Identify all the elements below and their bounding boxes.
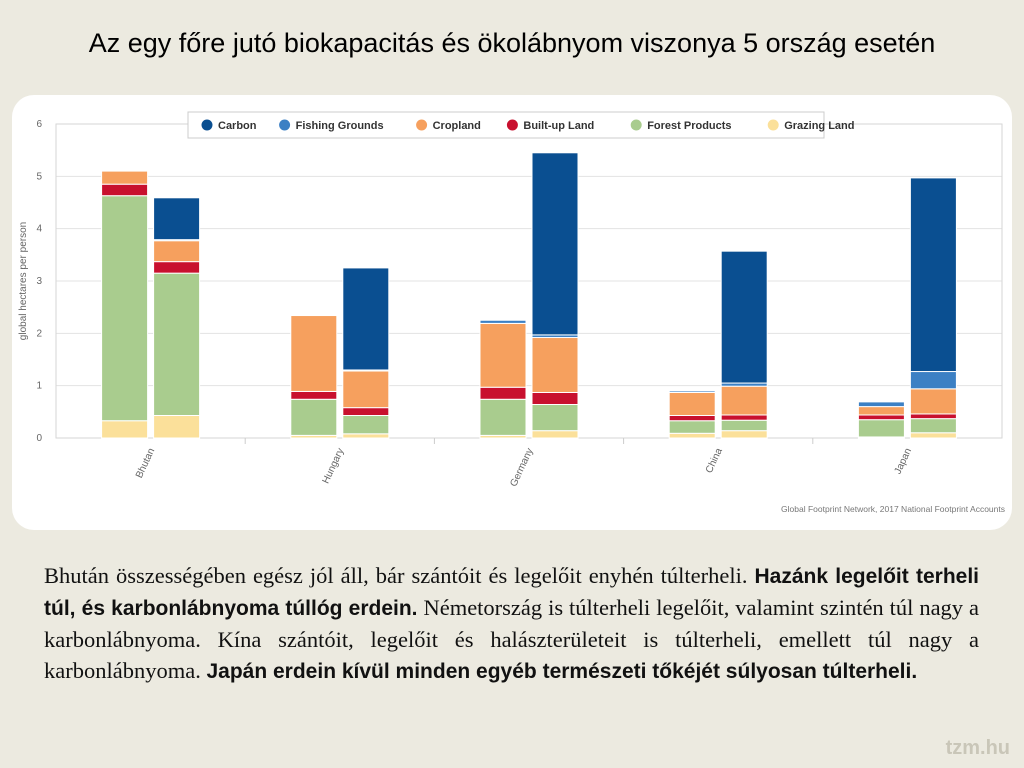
bar-segment-forest-products-footprint bbox=[909, 418, 957, 434]
bar-segment-cropland-footprint bbox=[342, 370, 390, 409]
bar-segment-built-up-land-footprint bbox=[720, 414, 768, 421]
x-tick-label: Hungary bbox=[321, 447, 347, 486]
bar-segment-forest-products-biocapacity bbox=[101, 195, 149, 422]
bar-segment-grazing-land-footprint bbox=[720, 430, 768, 439]
bar-segment-grazing-land-footprint bbox=[909, 432, 957, 439]
bold-sentence: Hazánk legelőit terheli túl, és karbonlá… bbox=[44, 565, 979, 620]
bar-segment-built-up-land-biocapacity bbox=[668, 414, 716, 422]
stacked-bar-chart: 0 1 2 3 4 5 6 global hectares per person Bhutan H… bbox=[18, 111, 1005, 514]
bar-segment-forest-products-footprint bbox=[531, 404, 579, 432]
bar-segment-grazing-land-footprint bbox=[531, 430, 579, 439]
bar-segment-forest-products-biocapacity bbox=[479, 398, 527, 436]
legend-label: Carbon bbox=[218, 120, 257, 132]
bar-segment-cropland-footprint bbox=[531, 337, 579, 393]
bar-segment-forest-products-footprint bbox=[342, 414, 390, 435]
bar-segment-grazing-land-footprint bbox=[342, 433, 390, 439]
bar-segment-carbon-footprint bbox=[720, 250, 768, 384]
slide-title: Az egy főre jutó biokapacitás és ökolábn… bbox=[88, 28, 936, 58]
bar-segment-built-up-land-footprint bbox=[342, 407, 390, 416]
y-tick-label: 5 bbox=[36, 171, 42, 182]
bar-segment-fishing-grounds-biocapacity bbox=[668, 390, 716, 393]
bar-segment-cropland-biocapacity bbox=[857, 406, 905, 416]
bar-segment-carbon-footprint bbox=[153, 197, 201, 241]
text-sentence: Németország is túlterheli legelőit, vala… bbox=[44, 595, 979, 683]
bar-segment-forest-products-biocapacity bbox=[857, 419, 905, 438]
bar-segment-grazing-land-footprint bbox=[153, 414, 201, 439]
legend-marker bbox=[767, 119, 779, 131]
x-tick-label: Bhutan bbox=[134, 447, 157, 480]
bar-segment-built-up-land-footprint bbox=[909, 413, 957, 420]
bar-segment-built-up-land-biocapacity bbox=[101, 183, 149, 197]
y-tick-label: 4 bbox=[36, 224, 42, 235]
bar-segment-cropland-biocapacity bbox=[101, 170, 149, 185]
legend-marker bbox=[630, 119, 642, 131]
legend-label: Forest Products bbox=[647, 120, 731, 132]
legend-label: Built-up Land bbox=[523, 120, 594, 132]
y-tick-label: 0 bbox=[36, 433, 42, 444]
bar-segment-forest-products-biocapacity bbox=[290, 398, 338, 436]
bar-segment-built-up-land-biocapacity bbox=[479, 386, 527, 400]
bar-segment-carbon-footprint bbox=[531, 152, 579, 336]
legend-box bbox=[187, 111, 825, 139]
legend-marker bbox=[416, 119, 428, 131]
bar-segment-cropland-biocapacity bbox=[290, 315, 338, 392]
bar-segment-built-up-land-biocapacity bbox=[857, 414, 905, 421]
bar-segment-cropland-footprint bbox=[720, 385, 768, 416]
source-caption: Global Footprint Network, 2017 National … bbox=[781, 504, 1005, 514]
bar-segment-forest-products-footprint bbox=[720, 419, 768, 432]
bar-segment-built-up-land-footprint bbox=[153, 261, 201, 274]
x-tick-label: Germany bbox=[508, 447, 535, 489]
bar-segment-fishing-grounds-footprint bbox=[909, 371, 957, 390]
x-tick-label: China bbox=[704, 446, 725, 475]
bold-sentence: Japán erdein kívül minden egyéb természe… bbox=[206, 660, 918, 683]
legend-label: Cropland bbox=[433, 120, 481, 132]
legend-label: Grazing Land bbox=[784, 120, 854, 132]
text-sentence: Bhután összességében egész jól áll, bár … bbox=[44, 563, 755, 588]
bar-segment-built-up-land-footprint bbox=[531, 391, 579, 406]
body-paragraph: Bhután összességében egész jól áll, bár … bbox=[44, 560, 979, 687]
legend-marker bbox=[279, 119, 291, 131]
bar-segment-carbon-footprint bbox=[909, 177, 957, 373]
legend-marker bbox=[506, 119, 518, 131]
legend-label: Fishing Grounds bbox=[296, 120, 384, 132]
bar-segment-forest-products-footprint bbox=[153, 272, 201, 416]
bar-segment-grazing-land-biocapacity bbox=[101, 420, 149, 439]
bar-segment-grazing-land-biocapacity bbox=[668, 432, 716, 439]
y-tick-label: 6 bbox=[36, 119, 42, 130]
bar-segment-built-up-land-biocapacity bbox=[290, 390, 338, 400]
chart-card: 0 1 2 3 4 5 6 global hectares per person Bhutan H… bbox=[12, 95, 1012, 530]
bar-segment-cropland-biocapacity bbox=[668, 391, 716, 416]
y-tick-label: 3 bbox=[36, 276, 42, 287]
bar-segment-cropland-biocapacity bbox=[479, 322, 527, 388]
bar-segment-carbon-footprint bbox=[342, 267, 390, 371]
bar-segment-forest-products-biocapacity bbox=[668, 420, 716, 434]
legend-marker bbox=[201, 119, 213, 131]
bar-segment-cropland-footprint bbox=[153, 240, 201, 263]
bar-segment-fishing-grounds-biocapacity bbox=[479, 319, 527, 324]
x-tick-label: Japan bbox=[893, 447, 914, 476]
y-tick-label: 2 bbox=[36, 328, 42, 339]
bar-segment-fishing-grounds-biocapacity bbox=[857, 401, 905, 408]
y-axis-label: global hectares per person bbox=[18, 222, 29, 340]
y-tick-label: 1 bbox=[36, 381, 42, 392]
watermark: tzm.hu bbox=[945, 737, 1010, 759]
bar-segment-cropland-footprint bbox=[909, 388, 957, 415]
